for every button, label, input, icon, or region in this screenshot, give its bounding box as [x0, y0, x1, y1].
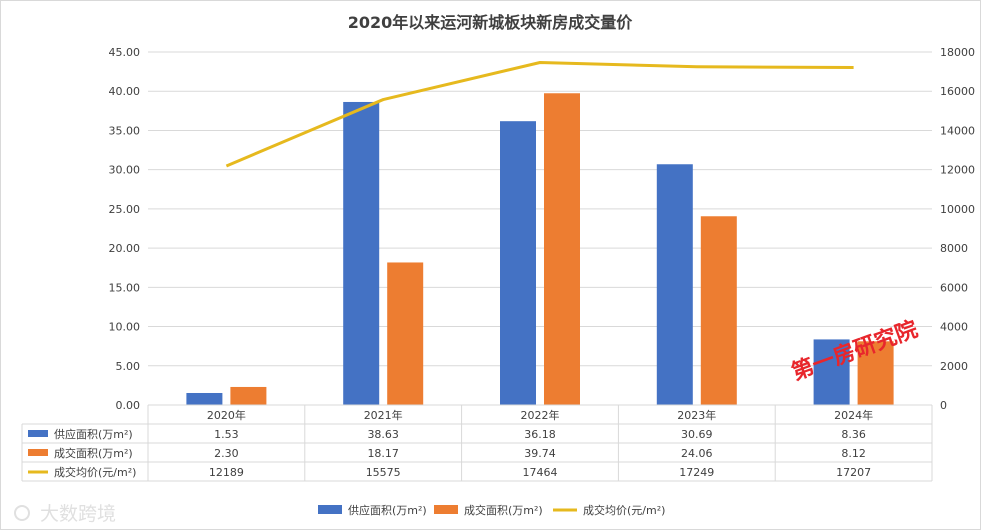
legend-label: 成交面积(万m²)	[464, 503, 543, 517]
chart-title: 2020年以来运河新城板块新房成交量价	[348, 13, 634, 32]
logo: 大数跨境	[14, 503, 116, 525]
table-cell: 38.63	[367, 428, 399, 441]
right-tick-label: 16000	[940, 85, 975, 98]
table-cell: 18.17	[367, 447, 399, 460]
price-line-series	[225, 61, 854, 168]
legend-key	[28, 430, 48, 437]
table-cell: 36.18	[524, 428, 556, 441]
legend: 供应面积(万m²) 成交面积(万m²) 成交均价(元/m²)	[318, 503, 665, 517]
right-tick-label: 18000	[940, 46, 975, 59]
legend-key	[318, 505, 342, 514]
bar	[544, 93, 580, 405]
right-tick-label: 12000	[940, 164, 975, 177]
bar	[700, 216, 737, 405]
right-tick-label: 6000	[940, 281, 968, 294]
category-label: 2020年	[207, 408, 246, 422]
bars	[186, 93, 894, 406]
logo-icon	[14, 505, 30, 521]
left-tick-label: 10.00	[109, 321, 141, 334]
series-name: 供应面积(万m²)	[54, 427, 133, 441]
table-cell: 15575	[366, 466, 401, 479]
left-axis-ticks: 0.00 5.00 10.00 15.00 20.00 25.00 30.00 35.00 40…	[109, 46, 141, 412]
table-cell: 8.36	[841, 428, 866, 441]
table-cell: 24.06	[681, 447, 713, 460]
category-label: 2024年	[834, 408, 873, 422]
right-tick-label: 4000	[940, 321, 968, 334]
right-tick-label: 14000	[940, 124, 975, 137]
series-name: 成交面积(万m²)	[54, 446, 133, 460]
table-cell: 17207	[836, 466, 871, 479]
left-tick-label: 40.00	[109, 85, 141, 98]
left-tick-label: 5.00	[116, 360, 141, 373]
category-label: 2021年	[364, 408, 403, 422]
right-tick-label: 0	[940, 399, 947, 412]
legend-key	[434, 505, 458, 514]
left-tick-label: 20.00	[109, 242, 141, 255]
category-label: 2022年	[521, 408, 560, 422]
left-tick-label: 45.00	[109, 46, 141, 59]
left-tick-label: 25.00	[109, 203, 141, 216]
table-cell: 17464	[523, 466, 558, 479]
right-tick-label: 2000	[940, 360, 968, 373]
left-tick-label: 0.00	[116, 399, 141, 412]
legend-label: 成交均价(元/m²)	[583, 503, 665, 517]
table-cell: 39.74	[524, 447, 556, 460]
price-line	[225, 61, 854, 168]
table-cell: 30.69	[681, 428, 713, 441]
legend-label: 供应面积(万m²)	[348, 503, 427, 517]
table-cell: 8.12	[841, 447, 866, 460]
logo-text: 大数跨境	[40, 503, 116, 525]
right-tick-label: 8000	[940, 242, 968, 255]
category-label: 2023年	[677, 408, 716, 422]
bar	[343, 101, 380, 405]
series-name: 成交均价(元/m²)	[54, 465, 136, 479]
left-tick-label: 35.00	[109, 124, 141, 137]
bar	[857, 341, 894, 405]
bar	[813, 339, 850, 405]
table-cell: 17249	[679, 466, 714, 479]
bar	[387, 262, 424, 405]
right-tick-label: 10000	[940, 203, 975, 216]
right-axis-ticks: 0 2000 4000 6000 8000 10000 12000 14000 16000 180…	[940, 46, 975, 412]
bar	[656, 164, 693, 405]
legend-key	[28, 449, 48, 456]
bar	[186, 392, 223, 405]
left-tick-label: 30.00	[109, 164, 141, 177]
table-cell: 1.53	[214, 428, 239, 441]
left-tick-label: 15.00	[109, 281, 141, 294]
bar	[230, 386, 267, 405]
table-cell: 2.30	[214, 447, 239, 460]
table-cell: 12189	[209, 466, 244, 479]
bar	[500, 121, 536, 406]
